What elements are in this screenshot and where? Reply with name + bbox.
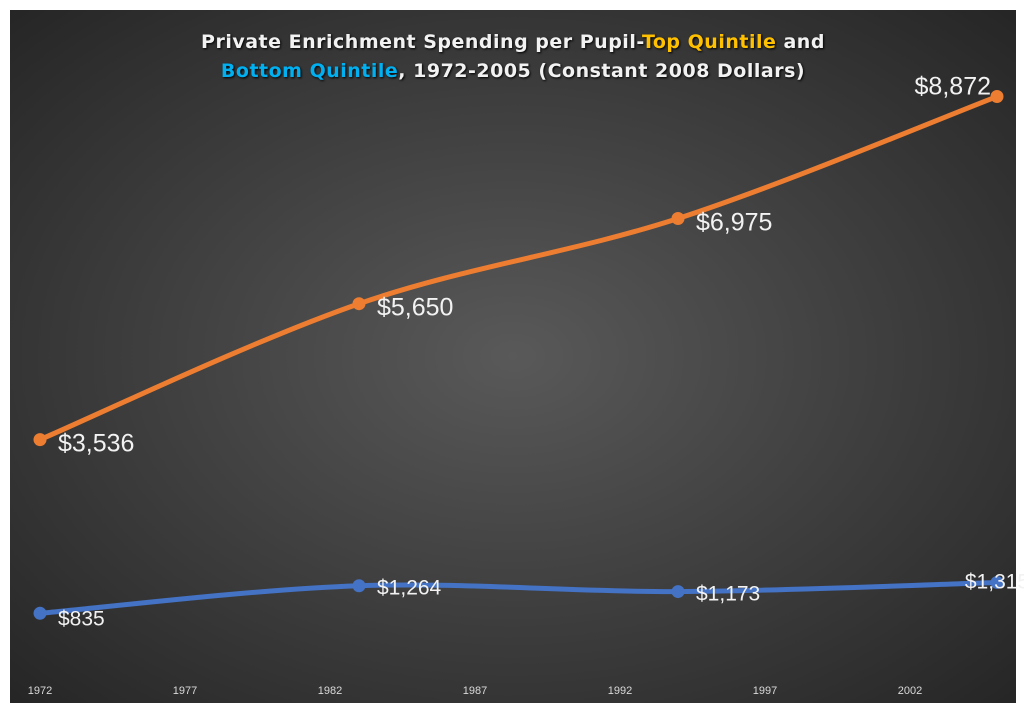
data-point <box>352 297 366 311</box>
data-point <box>33 433 47 447</box>
x-tick-label: 1987 <box>463 685 487 697</box>
title-part: and <box>776 31 825 53</box>
title-part: , 1972-2005 (Constant 2008 Dollars) <box>398 60 806 82</box>
x-tick-label: 2002 <box>898 685 922 697</box>
x-tick-label: 1982 <box>318 685 342 697</box>
data-point <box>990 575 1004 589</box>
title-bottom-quintile: Bottom Quintile <box>220 60 399 82</box>
series-line-bottom-quintile <box>37 579 1000 616</box>
x-tick-label: 1997 <box>753 685 777 697</box>
data-point <box>671 212 685 226</box>
data-label: $6,975 <box>696 209 772 237</box>
data-point <box>352 579 366 593</box>
data-label: $835 <box>58 607 105 630</box>
data-label: $3,536 <box>58 430 134 458</box>
title-top-quintile: Top Quintile <box>641 31 777 53</box>
data-label: $1,315 <box>965 570 1024 593</box>
x-tick-label: 1977 <box>173 685 197 697</box>
data-point <box>671 585 685 599</box>
title-part: Private Enrichment Spending per Pupil- <box>201 31 642 53</box>
chart-title: Private Enrichment Spending per Pupil-To… <box>10 28 1016 86</box>
x-tick-label: 1992 <box>608 685 632 697</box>
data-label: $8,872 <box>915 73 991 101</box>
data-label: $1,173 <box>696 583 760 606</box>
data-point <box>33 606 47 620</box>
series-line-top-quintile <box>37 94 1000 443</box>
data-label: $5,650 <box>377 294 453 322</box>
x-tick-label: 1972 <box>28 685 52 697</box>
data-label: $1,264 <box>377 577 442 600</box>
data-point <box>990 90 1004 104</box>
